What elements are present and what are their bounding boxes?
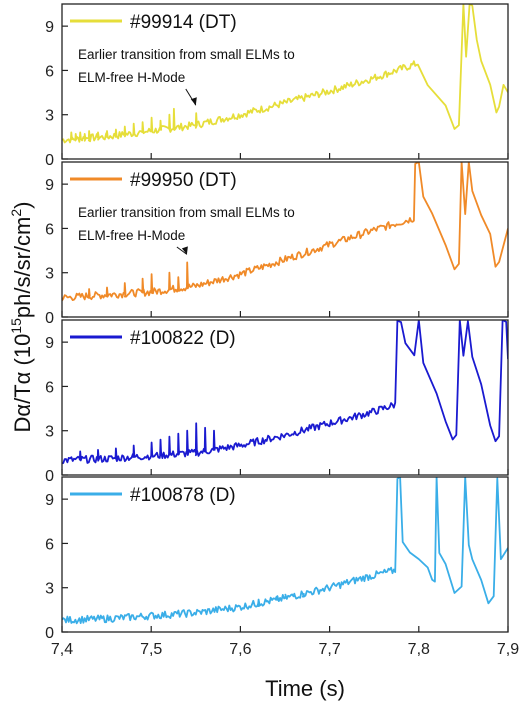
x-axis-label: Time (s) [265,676,345,701]
legend-label: #99950 (DT) [130,170,237,191]
legend-label: #100822 (D) [130,328,236,349]
arrow-head [181,246,188,255]
y-label-exp1: 15 [8,318,24,334]
legend-label: #100878 (D) [130,485,236,506]
y-tick-label: 0 [45,625,54,642]
annotation-line: Earlier transition from small ELMs to [78,205,295,220]
y-tick-label: 0 [45,152,54,169]
series-line [62,320,508,465]
annotation-line: Earlier transition from small ELMs to [78,47,295,62]
y-tick-label: 9 [45,492,54,509]
y-tick-label: 0 [45,310,54,327]
annotation-arrow [176,246,188,255]
annotation-line: ELM-free H-Mode [78,70,185,85]
y-axis-label: Dα/Tα (1015ph/s/sr/cm2) [8,202,35,433]
y-label-mid: ph/s/sr/cm [10,217,35,318]
series-line [62,477,508,625]
y-tick-label: 3 [45,266,54,283]
y-tick-label: 9 [45,19,54,36]
series-line [62,162,508,302]
y-tick-label: 6 [45,63,54,80]
panel-frame [61,476,509,633]
x-tick-label: 7,7 [318,641,340,658]
panel-1: 0 3 6 9 #99914 (DT) Earlier transition from s… [45,3,509,169]
x-tick-label: 7,8 [408,641,430,658]
x-tick-label: 7,6 [229,641,251,658]
y-tick-label: 0 [45,468,54,485]
x-tick-label: 7,5 [140,641,162,658]
panel-3: 0 3 6 9 #100822 (D) [45,319,509,485]
y-label-exp2: 2 [8,209,24,217]
panel-frame [61,161,509,318]
panels: 0 3 6 9 #99914 (DT) Earlier transition from s… [45,3,509,642]
panel-2: 0 3 6 9 #99950 (DT) Earlier transition from s… [45,161,509,327]
y-tick-label: 6 [45,536,54,553]
y-label-base: Dα/Tα (10 [10,334,35,433]
x-tick-labels: 7,4 7,5 7,6 7,7 7,8 7,9 [51,641,519,658]
annotation-line: ELM-free H-Mode [78,228,185,243]
legend-label: #99914 (DT) [130,12,237,33]
y-tick-label: 6 [45,221,54,238]
y-tick-label: 3 [45,424,54,441]
y-label-end: ) [10,202,35,209]
y-tick-label: 6 [45,379,54,396]
panel-frame [61,3,509,160]
arrow-head [190,97,197,106]
series-line [62,4,508,144]
panel-4: 0 3 6 9 #100878 (D) [45,476,509,642]
y-tick-label: 9 [45,177,54,194]
panel-frame [61,319,509,476]
x-tick-label: 7,9 [497,641,519,658]
y-tick-label: 9 [45,335,54,352]
y-tick-label: 3 [45,581,54,598]
y-tick-label: 3 [45,108,54,125]
x-tick-label: 7,4 [51,641,73,658]
